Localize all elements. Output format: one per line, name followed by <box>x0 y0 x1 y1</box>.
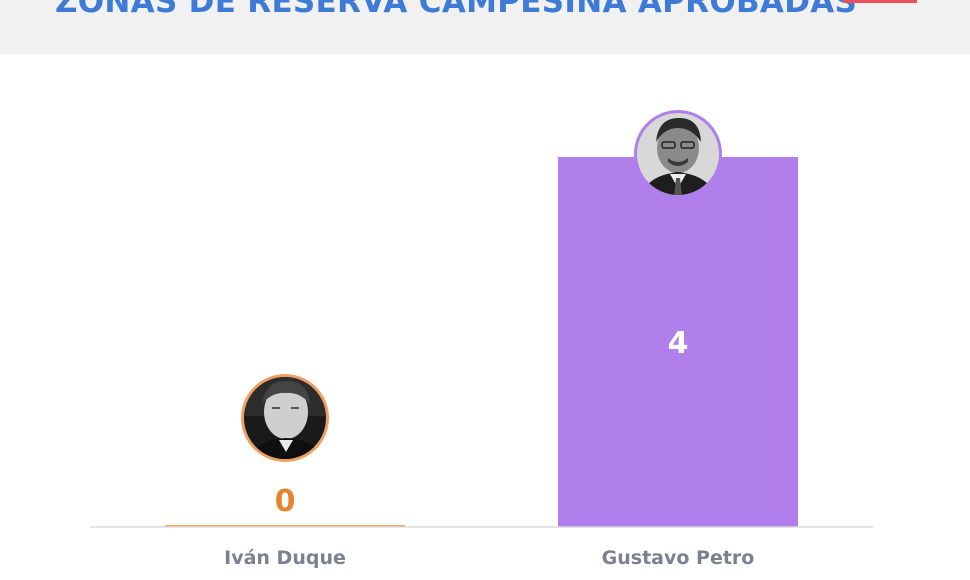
brand-mark <box>843 0 917 3</box>
bar-ivan-duque <box>165 525 405 527</box>
header-banner: ZONAS DE RESERVA CAMPESINA APROBADAS <box>0 0 970 54</box>
gustavo-petro-portrait-icon <box>634 110 722 198</box>
category-label-ivan-duque: Iván Duque <box>224 547 346 569</box>
chart-title: ZONAS DE RESERVA CAMPESINA APROBADAS <box>55 0 858 20</box>
category-label-gustavo-petro: Gustavo Petro <box>602 547 755 569</box>
value-label-ivan-duque: 0 <box>275 484 296 519</box>
bar-gustavo-petro <box>558 157 798 527</box>
value-label-gustavo-petro: 4 <box>668 326 689 361</box>
ivan-duque-portrait-icon <box>241 374 329 462</box>
